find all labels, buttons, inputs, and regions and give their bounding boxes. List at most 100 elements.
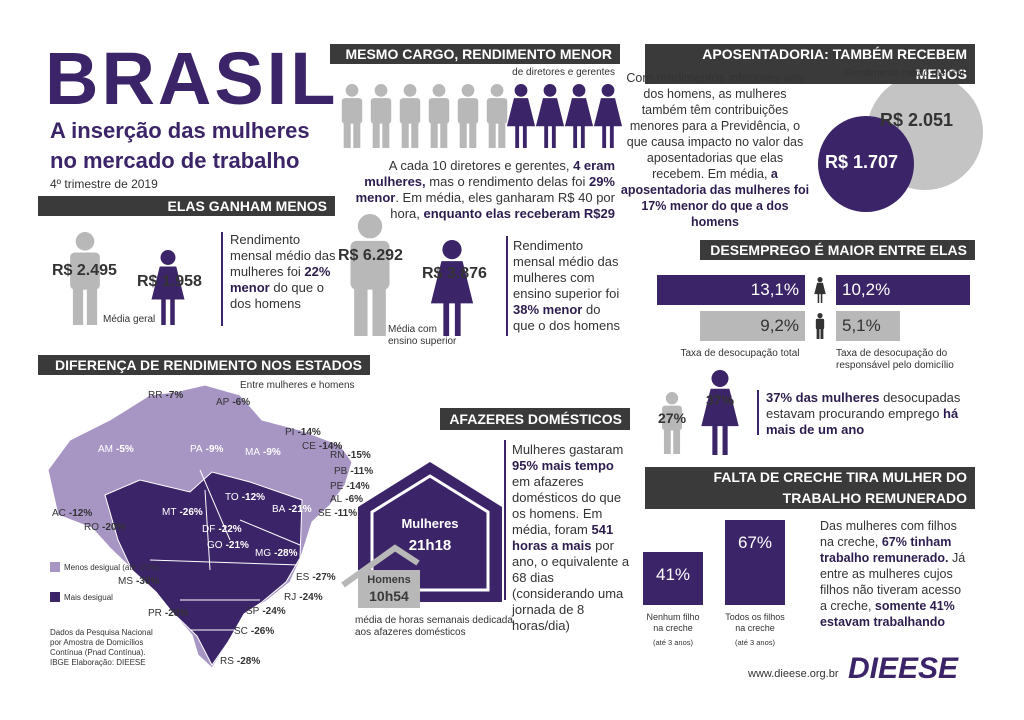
person-icon [411,121,419,148]
state-name: BA [272,504,286,515]
state-value: -9% [263,447,281,458]
text-segment: Mulheres gastaram [512,442,624,457]
state-label: RR -7% [148,390,183,401]
state-label: SC -26% [234,626,274,637]
state-value: -28% [274,548,297,559]
state-name: CE [302,441,316,452]
url: www.dieese.org.br [748,668,839,680]
state-value: -24% [262,606,285,617]
text-segment: Já entre as mulheres cujos filhos não ti… [820,551,966,613]
person-icon [461,84,475,97]
person-icon [160,250,176,265]
state-name: MS [118,576,133,587]
emphasis: enquanto elas receberam R$29 [423,206,615,221]
legend-label: Menos desigual (até -20%) [64,563,160,572]
state-label: RN -15% [330,450,371,461]
person-icon [430,121,438,148]
state-value: -12% [242,492,265,503]
logo: DIEESE [848,652,959,685]
bar [643,552,703,605]
state-label: MT -26% [162,507,203,518]
emphasis: 67% tinham trabalho remunerado. [820,535,952,565]
state-value: -20% [102,522,125,533]
text-segment: mas o rendimento delas foi [425,174,589,189]
state-label: AM -5% [98,444,134,455]
state-name: AC [52,508,66,519]
house-value: 10h54 [369,588,409,604]
emphasis: 22% menor [230,264,331,295]
person-icon [572,84,586,97]
person-icon [72,285,84,325]
bar [836,275,970,305]
state-value: -26% [251,626,274,637]
section-title: APOSENTADORIA: TAMBÉM RECEBEM MENOS [645,44,975,84]
person-icon [580,124,585,148]
state-label: CE -14% [302,441,342,452]
state-name: SE [318,508,332,519]
person-icon [459,121,467,148]
house-label: Mulheres [401,516,458,531]
state-label: PB -11% [334,466,373,477]
state-label: PI -14% [285,427,321,438]
state-label: BA -21% [272,504,312,515]
person-icon [443,301,450,336]
person-icon [442,240,462,260]
state-value: -21% [288,504,311,515]
person-icon [816,328,820,339]
house [358,570,420,608]
person-icon [440,121,448,148]
state-value: -7% [165,390,183,401]
state-name: RO [84,522,99,533]
person-icon [428,98,450,124]
state-label: SP -24% [246,606,286,617]
emphasis: 541 horas a mais [512,522,614,553]
state-label: MG -28% [255,548,298,559]
person-icon [75,232,95,251]
state-value: -28% [165,608,188,619]
person-icon [430,261,474,304]
person-icon [602,124,607,148]
section-title: DESEMPREGO É MAIOR ENTRE ELAS [700,240,975,260]
section-title: MESMO CARGO, RENDIMENTO MENOR [330,44,620,64]
section-title: AFAZERES DOMÉSTICOS [440,408,630,430]
text-segment: A cada 10 diretores e gerentes, [388,158,574,173]
state-value: -11% [334,508,357,519]
person-icon [820,328,824,339]
label: Taxa de desocupação total [680,348,800,359]
bar [657,275,805,305]
state-value: -26% [179,507,202,518]
person-icon [543,84,557,97]
person-icon [609,124,614,148]
person-icon [343,121,351,148]
person-icon [70,252,100,290]
person-icon [712,424,718,455]
state-name: RR [148,390,162,401]
person-icon [469,121,477,148]
house-value: 21h18 [409,537,452,554]
text-segment: Com rendimentos inferiores aos dos homen… [626,71,804,181]
emphasis: 38% menor [513,302,583,317]
state-label: MS -30% [118,576,159,587]
state-name: MT [162,507,176,518]
person-icon [354,284,368,336]
state-border [239,519,301,546]
legend-swatch [50,562,60,572]
text-segment: . Em média, eles ganharam R$ 40 por hora… [390,190,615,221]
person-icon [711,370,729,387]
state-value: -14% [297,427,320,438]
person-icon [817,277,823,283]
person-icon [663,427,671,454]
state-name: AL [330,494,343,505]
state-value: -9% [206,444,224,455]
person-icon [573,124,578,148]
person-icon [514,84,528,97]
value: R$ 2.051 [880,110,954,130]
label: Média com ensino superior [388,324,457,347]
person-icon [817,313,823,319]
label-line: na creche [653,623,693,633]
person-icon [341,98,363,124]
source: Dados da Pesquisa Nacional por Amostra d… [50,628,153,667]
state-value: -6% [345,494,363,505]
state-border [199,469,231,541]
state-label: TO -12% [225,492,265,503]
